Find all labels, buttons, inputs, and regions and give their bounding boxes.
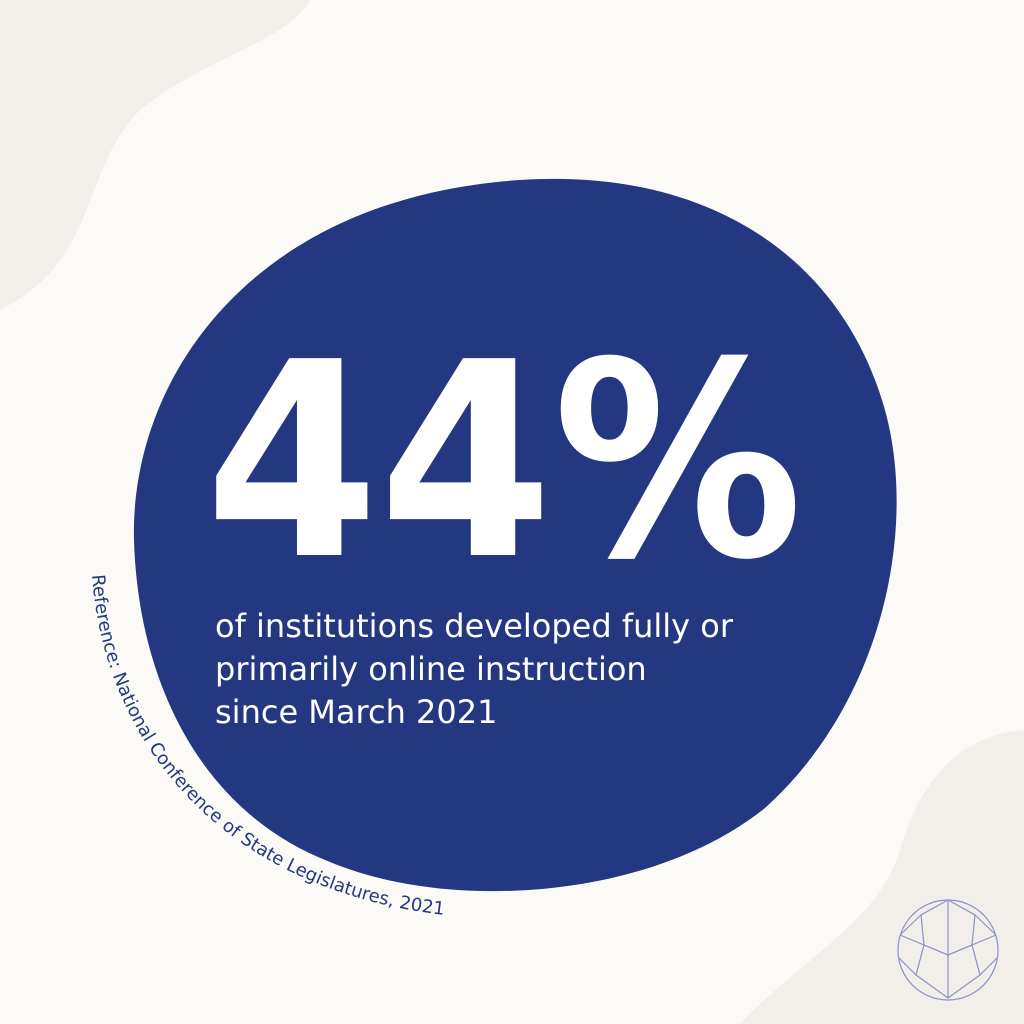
description-line: since March 2021 [215,693,497,731]
description-line: primarily online instruction [215,650,647,688]
sphere-icon [897,899,999,1001]
blob [133,178,897,892]
description-line: of institutions developed fully or [215,607,734,645]
corner-shape [740,730,1024,1024]
stat: 44% [205,304,803,619]
corner-shape [0,0,310,310]
